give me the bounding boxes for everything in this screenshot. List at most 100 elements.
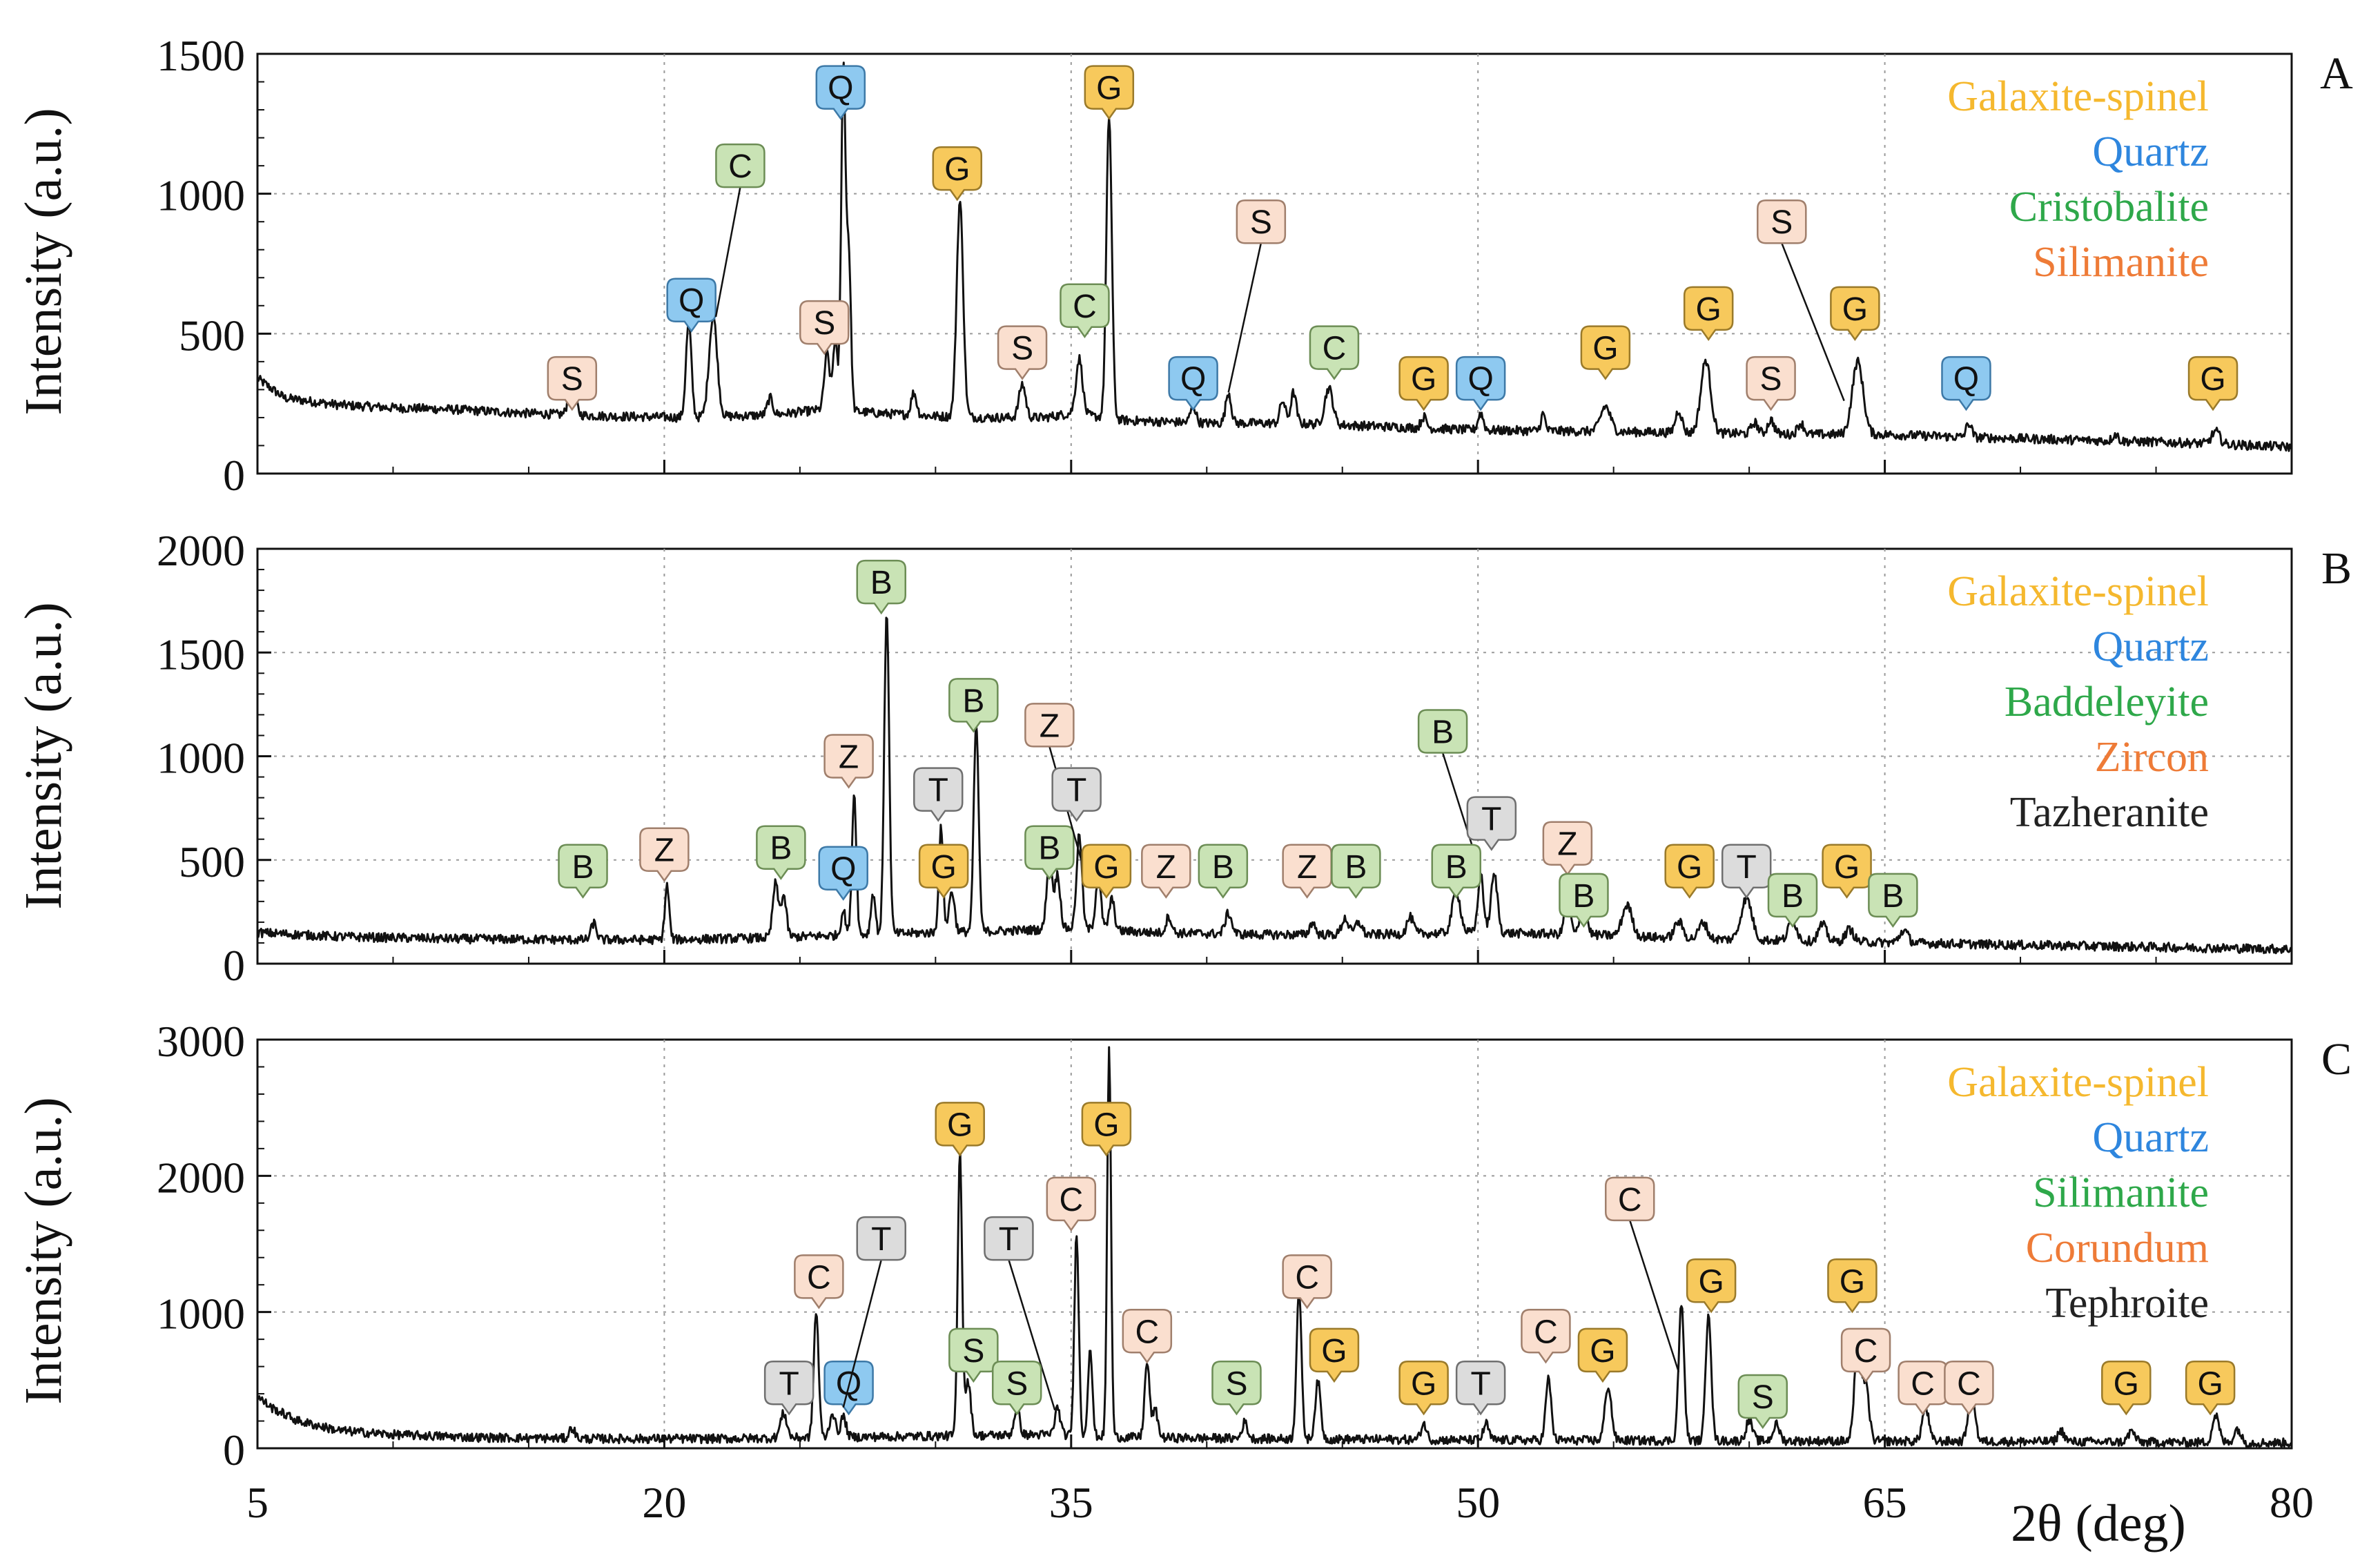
x-tick-label: 50 xyxy=(1456,1478,1500,1527)
panel-C: 0100020003000TCQTGSTSCGCSCGGTCGCGSGCCCGG… xyxy=(157,1017,2352,1474)
marker-badge xyxy=(1577,1327,1628,1383)
y-tick-label: 1500 xyxy=(157,31,245,80)
marker-badge xyxy=(1686,1258,1737,1314)
xrd-pattern-line xyxy=(256,61,2293,452)
marker-badge xyxy=(1830,286,1880,342)
peak-marker-Z: Z xyxy=(823,734,874,789)
marker-badge xyxy=(1051,767,1102,822)
peak-marker-G: G xyxy=(1081,844,1132,899)
peak-marker-C: C xyxy=(1046,1176,1097,1232)
marker-letter: T xyxy=(1066,772,1086,809)
x-tick-label: 80 xyxy=(2270,1478,2314,1527)
y-tick-label: 500 xyxy=(179,311,245,360)
peak-marker-C: C xyxy=(1840,1327,1891,1383)
y-tick-label: 500 xyxy=(179,837,245,886)
peak-marker-T: T xyxy=(763,1361,815,1416)
marker-badge xyxy=(799,300,850,356)
marker-letter: B xyxy=(962,683,984,719)
peak-marker-G: G xyxy=(1309,1327,1360,1383)
y-tick-label: 0 xyxy=(223,451,245,500)
marker-letter: S xyxy=(561,361,583,398)
peak-marker-G: G xyxy=(1683,286,1734,342)
marker-letter: B xyxy=(870,565,892,601)
marker-badge xyxy=(997,325,1048,380)
legend-entry: Corundum xyxy=(2026,1225,2209,1272)
peak-marker-G: G xyxy=(1081,1102,1132,1157)
marker-letter: Z xyxy=(1040,708,1060,744)
peak-marker-Q: Q xyxy=(666,278,716,333)
legend-entry: Cristobalite xyxy=(2009,184,2209,231)
marker-letter: C xyxy=(728,148,752,185)
marker-badge xyxy=(1084,65,1135,120)
marker-letter: T xyxy=(999,1221,1019,1258)
peak-marker-B: B xyxy=(1868,873,1918,928)
marker-letter: S xyxy=(1760,361,1782,398)
marker-letter: B xyxy=(1782,878,1804,915)
marker-letter: G xyxy=(930,849,956,886)
peak-marker-C: C xyxy=(1604,1176,1680,1372)
marker-letter: G xyxy=(1411,361,1436,398)
marker-badge xyxy=(815,65,866,120)
peak-marker-T: T xyxy=(984,1216,1056,1411)
peak-marker-T: T xyxy=(1051,767,1102,822)
marker-badge xyxy=(948,678,999,733)
marker-badge xyxy=(1398,1361,1449,1416)
marker-letter: B xyxy=(1445,849,1467,886)
marker-badge xyxy=(918,844,969,899)
peak-marker-G: G xyxy=(1830,286,1880,342)
marker-badge xyxy=(547,356,598,411)
marker-badge xyxy=(1868,873,1918,928)
marker-letter: Q xyxy=(1953,361,1979,398)
marker-badge xyxy=(818,846,868,901)
marker-letter: B xyxy=(1345,849,1367,886)
peak-marker-S: S xyxy=(991,1361,1042,1416)
marker-badge xyxy=(715,143,765,188)
peak-marker-T: T xyxy=(842,1216,906,1408)
peak-marker-Z: Z xyxy=(639,827,690,882)
marker-letter: C xyxy=(1911,1365,1935,1402)
marker-letter: G xyxy=(1590,1333,1615,1370)
marker-letter: C xyxy=(1059,1182,1083,1218)
peak-marker-G: G xyxy=(1577,1327,1628,1383)
y-tick-label: 1000 xyxy=(157,171,245,220)
marker-letter: C xyxy=(1957,1365,1981,1402)
marker-letter: G xyxy=(1411,1365,1436,1402)
marker-letter: G xyxy=(1842,291,1868,328)
marker-letter: C xyxy=(1323,331,1347,367)
marker-badge xyxy=(1081,844,1132,899)
marker-letter: G xyxy=(1093,849,1119,886)
marker-badge xyxy=(991,1361,1042,1416)
peak-marker-T: T xyxy=(1721,844,1772,899)
peak-marker-S: S xyxy=(948,1327,999,1383)
peak-marker-C: C xyxy=(1521,1309,1571,1364)
marker-badge xyxy=(666,278,716,333)
peak-marker-B: B xyxy=(1331,844,1381,899)
marker-badge xyxy=(1081,1102,1132,1157)
peak-marker-B: B xyxy=(756,825,806,880)
marker-letter: G xyxy=(944,151,970,188)
peak-marker-Z: Z xyxy=(1282,844,1332,899)
y-tick-label: 1500 xyxy=(157,630,245,679)
peak-marker-Q: Q xyxy=(818,846,868,901)
marker-letter: G xyxy=(1677,849,1702,886)
marker-letter: B xyxy=(1212,849,1234,886)
peak-marker-G: G xyxy=(918,844,969,899)
marker-badge xyxy=(1211,1361,1262,1416)
peak-marker-T: T xyxy=(1455,1361,1506,1416)
marker-letter: T xyxy=(928,772,948,809)
marker-leader-line xyxy=(1008,1259,1056,1411)
peak-marker-G: G xyxy=(1084,65,1135,120)
x-tick-label: 20 xyxy=(642,1478,686,1527)
peak-marker-G: G xyxy=(1398,356,1449,411)
peak-marker-G: G xyxy=(2185,1361,2236,1416)
marker-leader-line xyxy=(1781,242,1845,402)
marker-letter: T xyxy=(779,1365,799,1402)
peak-marker-G: G xyxy=(935,1102,985,1157)
panel-letter: A xyxy=(2320,48,2353,99)
peak-marker-G: G xyxy=(932,146,983,202)
marker-badge xyxy=(1282,844,1332,899)
peak-marker-S: S xyxy=(1227,199,1287,393)
peak-marker-T: T xyxy=(913,767,964,822)
marker-badge xyxy=(1944,1361,1994,1416)
